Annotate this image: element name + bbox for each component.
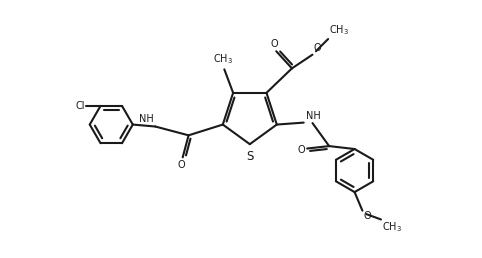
Text: NH: NH [139, 114, 153, 124]
Text: O: O [364, 211, 372, 221]
Text: O: O [271, 39, 279, 49]
Text: CH$_3$: CH$_3$ [382, 220, 402, 234]
Text: CH$_3$: CH$_3$ [329, 23, 349, 37]
Text: S: S [247, 150, 254, 163]
Text: NH: NH [306, 111, 321, 121]
Text: CH$_3$: CH$_3$ [214, 53, 233, 66]
Text: Cl: Cl [75, 101, 85, 111]
Text: O: O [297, 144, 305, 155]
Text: O: O [314, 43, 321, 53]
Text: O: O [178, 160, 186, 170]
